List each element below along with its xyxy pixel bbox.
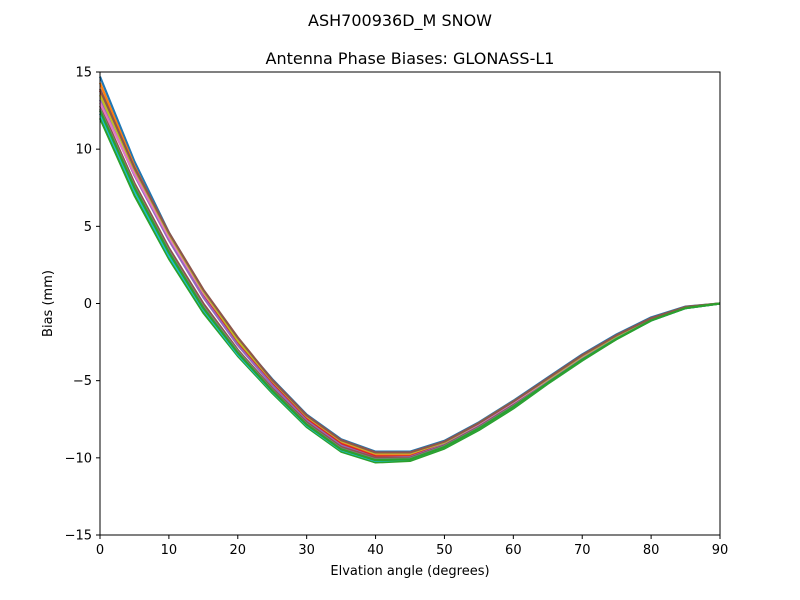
x-tick-label: 70 <box>574 543 591 558</box>
x-axis: 0 10 20 30 40 50 60 70 80 90 <box>96 535 728 558</box>
series-line-5 <box>98 99 721 459</box>
y-axis-label: Bias (mm) <box>41 270 56 337</box>
x-tick-label: 90 <box>712 543 729 558</box>
x-tick-label: 30 <box>298 543 315 558</box>
y-tick-label: 5 <box>84 220 92 235</box>
series-line-1 <box>98 76 721 453</box>
y-tick-label: −15 <box>65 529 92 544</box>
figure-suptitle: ASH700936D_M SNOW <box>308 11 492 31</box>
x-tick-label: 10 <box>161 543 178 558</box>
x-tick-label: 50 <box>436 543 453 558</box>
y-axis: −15 −10 −5 0 5 10 15 <box>65 66 100 544</box>
y-tick-label: 15 <box>75 66 92 81</box>
y-tick-label: 0 <box>84 297 92 312</box>
x-axis-label: Elvation angle (degrees) <box>330 564 489 579</box>
x-tick-label: 20 <box>230 543 247 558</box>
series-line-12 <box>98 110 721 462</box>
series-line-11 <box>98 88 721 454</box>
series-layer <box>98 76 721 464</box>
plot-area-frame <box>99 71 721 536</box>
chart-title: Antenna Phase Biases: GLONASS-L1 <box>266 49 555 68</box>
series-line-7 <box>99 102 721 455</box>
series-line-2 <box>98 82 721 456</box>
y-tick-label: −5 <box>73 374 92 389</box>
x-tick-label: 80 <box>643 543 660 558</box>
series-line-8 <box>98 108 721 461</box>
y-tick-label: 10 <box>75 143 92 158</box>
y-tick-label: −10 <box>65 451 92 466</box>
x-tick-label: 40 <box>367 543 384 558</box>
x-tick-label: 0 <box>96 543 104 558</box>
x-tick-label: 60 <box>505 543 522 558</box>
